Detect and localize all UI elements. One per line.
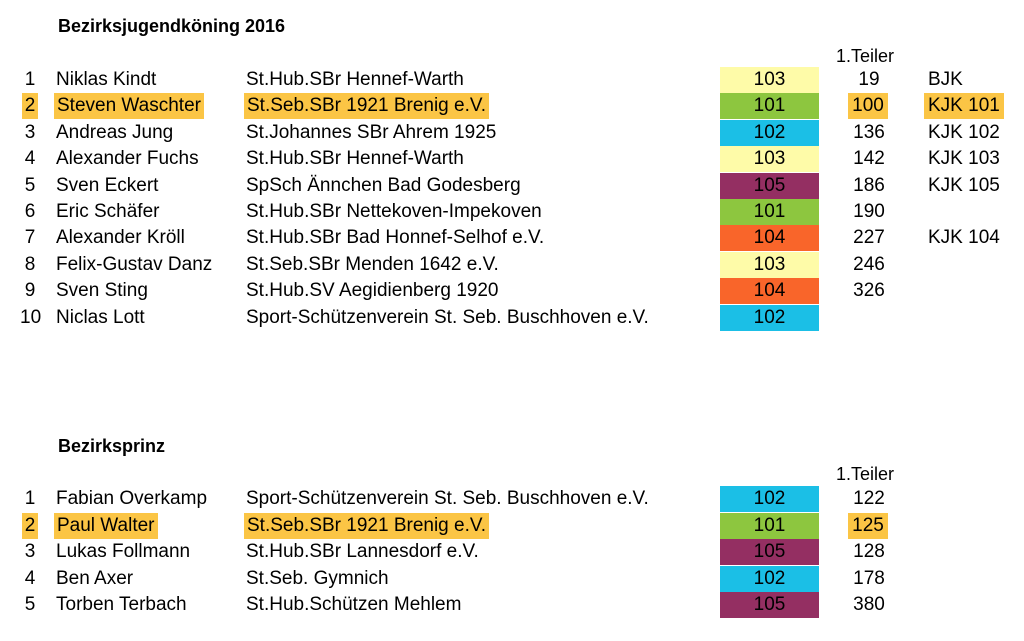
name-cell: Alexander Fuchs (56, 148, 199, 169)
table-row: 7 Alexander Kröll St.Hub.SBr Bad Honnef-Se… (0, 225, 1024, 251)
class-code-cell: 103 (720, 67, 819, 93)
rank-cell: 2 (22, 93, 38, 119)
name-cell: Eric Schäfer (56, 201, 160, 222)
teiler-cell: 100 (848, 93, 888, 119)
teiler-cell: 125 (848, 513, 888, 539)
table-row: 4 Alexander Fuchs St.Hub.SBr Hennef-Warth 1… (0, 146, 1024, 172)
rank-cell: 3 (24, 541, 36, 562)
club-cell: St.Hub.Schützen Mehlem (246, 594, 462, 615)
teiler-cell: 142 (853, 148, 885, 169)
rank-cell: 1 (24, 488, 36, 509)
teiler-header: 1.Teiler (836, 46, 895, 66)
name-cell: Ben Axer (56, 568, 134, 589)
club-cell: St.Seb.SBr 1921 Brenig e.V. (244, 513, 490, 539)
name-cell: Felix-Gustav Danz (56, 254, 213, 275)
class-code-cell: 102 (720, 566, 819, 592)
table-row: 9 Sven Sting St.Hub.SV Aegidienberg 1920 10… (0, 278, 1024, 304)
name-cell: Niclas Lott (56, 307, 145, 328)
club-cell: Sport-Schützenverein St. Seb. Buschhoven… (246, 488, 649, 509)
club-cell: St.Hub.SBr Hennef-Warth (246, 69, 464, 90)
teiler-cell: 186 (853, 175, 885, 196)
title-cell: KJK 102 (928, 122, 1000, 143)
title-cell: KJK 104 (928, 227, 1000, 248)
rank-cell: 5 (24, 594, 36, 615)
table-row: 6 Eric Schäfer St.Hub.SBr Nettekoven-Impek… (0, 199, 1024, 225)
rank-cell: 4 (24, 568, 36, 589)
club-cell: St.Seb.SBr Menden 1642 e.V. (246, 254, 499, 275)
class-code-cell: 102 (720, 120, 819, 146)
table-row: 1 Niklas Kindt St.Hub.SBr Hennef-Warth 103 1… (0, 67, 1024, 93)
title-cell: KJK 103 (928, 148, 1000, 169)
rank-cell: 7 (24, 227, 36, 248)
name-cell: Sven Eckert (56, 175, 159, 196)
club-cell: Sport-Schützenverein St. Seb. Buschhoven… (246, 307, 649, 328)
rank-cell: 1 (24, 69, 36, 90)
class-code-cell: 105 (720, 173, 819, 199)
rank-cell: 4 (24, 148, 36, 169)
table-row: 5 Sven Eckert SpSch Ännchen Bad Godesberg 1… (0, 173, 1024, 199)
class-code-cell: 104 (720, 278, 819, 304)
name-cell: Andreas Jung (56, 122, 174, 143)
teiler-cell: 227 (853, 227, 885, 248)
rank-cell: 3 (24, 122, 36, 143)
rank-cell: 9 (24, 280, 36, 301)
table-row: 1 Fabian Overkamp Sport-Schützenverein St.… (0, 486, 1024, 512)
club-cell: St.Hub.SV Aegidienberg 1920 (246, 280, 499, 301)
club-cell: St.Hub.SBr Nettekoven-Impekoven (246, 201, 542, 222)
rank-cell: 10 (20, 307, 42, 328)
class-code-cell: 103 (720, 146, 819, 172)
class-code-cell: 101 (720, 513, 819, 539)
table-row: 4 Ben Axer St.Seb. Gymnich 102 178 (0, 566, 1024, 592)
table-row: 8 Felix-Gustav Danz St.Seb.SBr Menden 1642… (0, 252, 1024, 278)
name-cell: Paul Walter (54, 513, 158, 539)
title-cell: BJK (928, 69, 963, 90)
teiler-header: 1.Teiler (836, 464, 895, 484)
teiler-cell: 178 (853, 568, 885, 589)
table-row: 10 Niclas Lott Sport-Schützenverein St. Se… (0, 305, 1024, 331)
name-cell: Alexander Kröll (56, 227, 185, 248)
teiler-cell: 122 (853, 488, 885, 509)
table-row: 5 Torben Terbach St.Hub.Schützen Mehlem 105… (0, 592, 1024, 618)
club-cell: St.Seb. Gymnich (246, 568, 389, 589)
rank-cell: 2 (22, 513, 38, 539)
rank-cell: 6 (24, 201, 36, 222)
rank-cell: 8 (24, 254, 36, 275)
table-row: 3 Andreas Jung St.Johannes SBr Ahrem 1925 1… (0, 120, 1024, 146)
class-code-cell: 103 (720, 252, 819, 278)
rank-cell: 5 (24, 175, 36, 196)
section-title: Bezirksjugendköning 2016 (58, 16, 286, 36)
name-cell: Sven Sting (56, 280, 148, 301)
table-row: 2 Steven Waschter St.Seb.SBr 1921 Brenig e… (0, 93, 1024, 119)
club-cell: St.Hub.SBr Hennef-Warth (246, 148, 464, 169)
table-row: 3 Lukas Follmann St.Hub.SBr Lannesdorf e.V… (0, 539, 1024, 565)
name-cell: Lukas Follmann (56, 541, 191, 562)
teiler-cell: 380 (853, 594, 885, 615)
class-code-cell: 101 (720, 199, 819, 225)
class-code-cell: 101 (720, 93, 819, 119)
name-cell: Torben Terbach (56, 594, 187, 615)
club-cell: St.Hub.SBr Bad Honnef-Selhof e.V. (246, 227, 545, 248)
teiler-cell: 19 (858, 69, 880, 90)
name-cell: Steven Waschter (54, 93, 204, 119)
class-code-cell: 104 (720, 225, 819, 251)
teiler-cell: 246 (853, 254, 885, 275)
table-row: 2 Paul Walter St.Seb.SBr 1921 Brenig e.V. 1… (0, 513, 1024, 539)
teiler-cell: 128 (853, 541, 885, 562)
title-cell: KJK 101 (924, 93, 1004, 119)
class-code-cell: 102 (720, 305, 819, 331)
teiler-cell: 190 (853, 201, 885, 222)
section-title: Bezirksprinz (58, 436, 166, 456)
class-code-cell: 105 (720, 592, 819, 618)
teiler-cell: 326 (853, 280, 885, 301)
club-cell: St.Hub.SBr Lannesdorf e.V. (246, 541, 479, 562)
club-cell: St.Johannes SBr Ahrem 1925 (246, 122, 497, 143)
club-cell: St.Seb.SBr 1921 Brenig e.V. (244, 93, 490, 119)
club-cell: SpSch Ännchen Bad Godesberg (246, 175, 521, 196)
teiler-cell: 136 (853, 122, 885, 143)
class-code-cell: 102 (720, 486, 819, 512)
name-cell: Fabian Overkamp (56, 488, 208, 509)
class-code-cell: 105 (720, 539, 819, 565)
title-cell: KJK 105 (928, 175, 1000, 196)
name-cell: Niklas Kindt (56, 69, 157, 90)
